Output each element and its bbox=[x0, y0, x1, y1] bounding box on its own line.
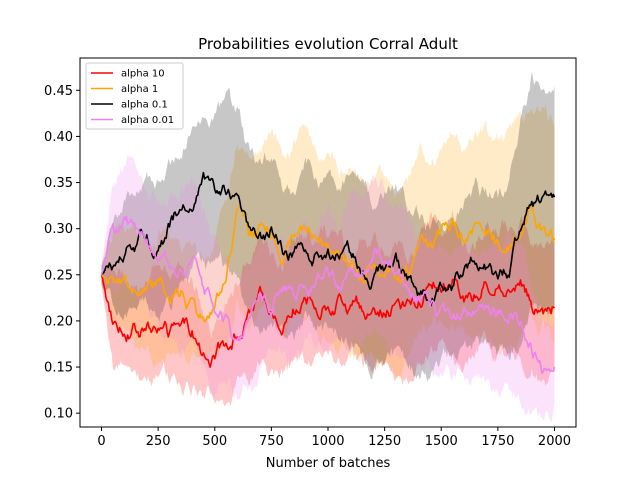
legend-label: alpha 0.1 bbox=[121, 100, 168, 111]
legend-box bbox=[85, 62, 184, 130]
x-tick-label: 750 bbox=[259, 434, 284, 449]
legend-label: alpha 1 bbox=[121, 84, 158, 95]
x-tick-label: 500 bbox=[202, 434, 227, 449]
y-tick-label: 0.45 bbox=[44, 84, 73, 99]
band-alpha-1 bbox=[101, 104, 555, 379]
line-alpha-0-1 bbox=[100, 171, 556, 307]
legend-label: alpha 0.01 bbox=[121, 115, 174, 126]
y-tick-label: 0.15 bbox=[44, 361, 73, 376]
line-alpha-10 bbox=[100, 274, 556, 368]
y-tick-label: 0.10 bbox=[44, 407, 73, 422]
line-alpha-1 bbox=[100, 203, 556, 323]
chart-title: Probabilities evolution Corral Adult bbox=[198, 35, 458, 53]
x-tick-label: 1500 bbox=[425, 434, 458, 449]
legend-label: alpha 10 bbox=[121, 69, 165, 80]
y-tick-label: 0.40 bbox=[44, 130, 73, 145]
series-lines bbox=[100, 171, 556, 374]
y-tick-label: 0.20 bbox=[44, 314, 73, 329]
band-alpha-0-1 bbox=[101, 71, 555, 382]
x-tick-label: 2000 bbox=[538, 434, 571, 449]
x-tick-label: 1250 bbox=[368, 434, 401, 449]
y-tick-label: 0.35 bbox=[44, 176, 73, 191]
y-axis: 0.10 0.15 0.20 0.25 0.30 0.35 0.40 0.45 bbox=[44, 84, 80, 422]
x-tick-label: 1000 bbox=[311, 434, 344, 449]
x-tick-label: 0 bbox=[97, 434, 105, 449]
x-axis-label: Number of batches bbox=[266, 456, 391, 471]
x-tick-label: 250 bbox=[146, 434, 171, 449]
y-tick-label: 0.25 bbox=[44, 268, 73, 283]
legend: alpha 10 alpha 1 alpha 0.1 alpha 0.01 bbox=[85, 62, 184, 130]
line-alpha-0-01 bbox=[100, 215, 556, 374]
y-tick-label: 0.30 bbox=[44, 222, 73, 237]
x-axis: 0 250 500 750 1000 1250 1500 1750 2000 bbox=[97, 427, 571, 449]
x-tick-label: 1750 bbox=[481, 434, 514, 449]
